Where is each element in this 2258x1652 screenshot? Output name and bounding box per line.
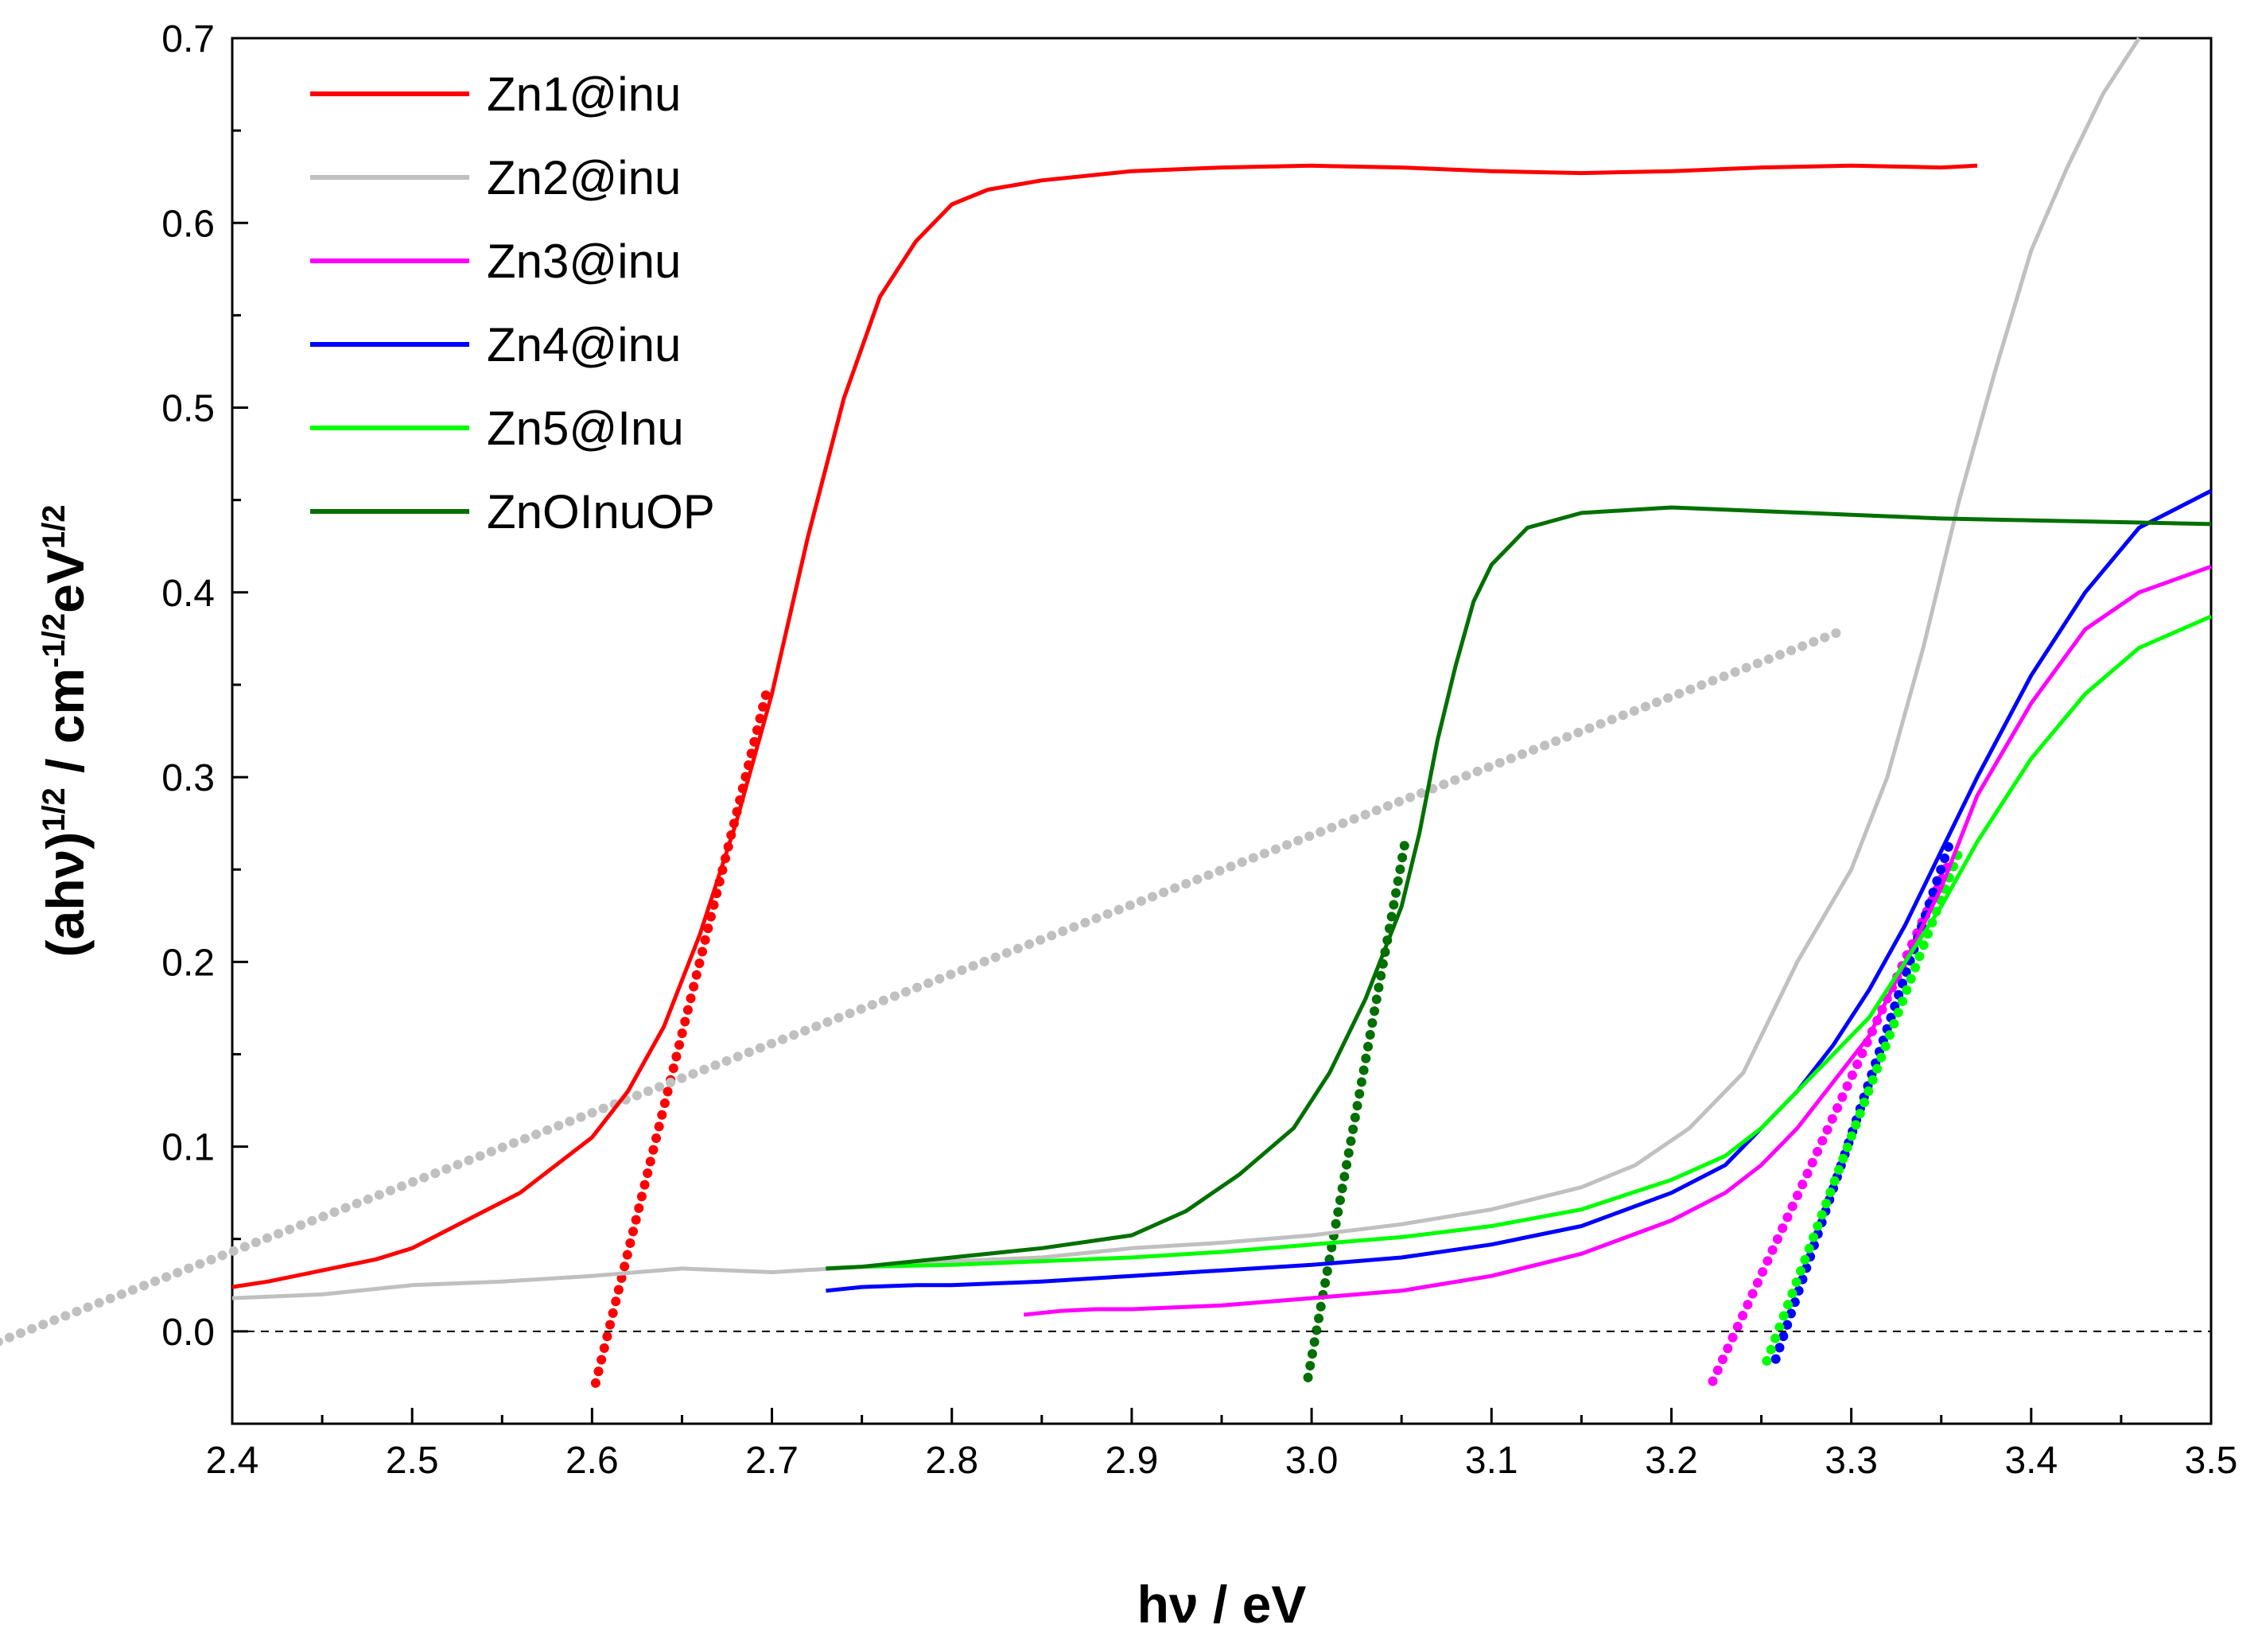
- plot-area: [0, 37, 2213, 1425]
- fit-line: [1762, 845, 1965, 1366]
- y-tick-label: 0.5: [161, 388, 215, 430]
- series-line: [826, 505, 2212, 1271]
- x-tick-label: 3.5: [2185, 1440, 2238, 1482]
- series-line: [826, 488, 2213, 1293]
- y-tick-label: 0.1: [161, 1127, 215, 1169]
- y-axis-title: (ahν)1/2 / cm-1/2eV1/2: [36, 505, 95, 958]
- x-tick-label: 2.4: [206, 1440, 259, 1482]
- y-tick-label: 0.6: [161, 203, 215, 245]
- y-axis-title-exp2: -1/2: [37, 613, 72, 668]
- x-tick-label: 2.6: [565, 1440, 619, 1482]
- series-line: [231, 37, 2141, 1300]
- series-line: [231, 163, 1978, 1289]
- x-tick-label: 2.8: [925, 1440, 978, 1482]
- legend-label: Zn2@inu: [487, 151, 681, 204]
- y-tick-label: 0.7: [161, 18, 215, 60]
- legend-label: ZnOInuOP: [487, 485, 715, 538]
- legend-label: Zn4@inu: [487, 318, 681, 371]
- x-tick-label: 3.3: [1825, 1440, 1878, 1482]
- y-tick-label: 0.2: [161, 942, 215, 984]
- fit-line: [1303, 837, 1410, 1382]
- x-tick-label: 3.2: [1645, 1440, 1698, 1482]
- legend: Zn1@inu Zn2@inu Zn3@inu Zn4@inu Zn5@Inu ZnOIn…: [310, 68, 715, 538]
- series-lines: [231, 37, 2213, 1317]
- y-axis-title-exp1: 1/2: [37, 787, 72, 832]
- x-tick-label: 3.0: [1285, 1440, 1339, 1482]
- x-tick-label: 2.9: [1106, 1440, 1159, 1482]
- series-line: [1023, 564, 2212, 1317]
- y-axis-title-base: (ahν): [36, 832, 95, 958]
- x-axis-title: hν / eV: [1137, 1575, 1307, 1634]
- fit-line: [0, 624, 1851, 1347]
- y-axis-title-mid: / cm: [36, 668, 95, 787]
- y-axis-title-exp3: 1/2: [37, 505, 72, 550]
- y-axis-title-mid2: eV: [36, 549, 95, 613]
- x-tick-label: 3.1: [1465, 1440, 1518, 1482]
- legend-label: Zn5@Inu: [487, 402, 684, 455]
- x-axis: 2.4 2.5 2.6 2.7 2.8 2.9 3.0 3.1 3.2 3.3 3.4 3.5: [206, 1408, 2238, 1482]
- x-tick-label: 2.7: [745, 1440, 799, 1482]
- y-tick-label: 0.4: [161, 573, 215, 615]
- x-tick-label: 2.5: [386, 1440, 439, 1482]
- y-tick-label: 0.0: [161, 1312, 215, 1354]
- legend-label: Zn3@inu: [487, 235, 681, 288]
- y-tick-label: 0.3: [161, 757, 215, 799]
- fit-lines: [0, 624, 1965, 1388]
- fit-line: [590, 679, 774, 1388]
- series-line: [826, 614, 2213, 1271]
- y-axis: 0.0 0.1 0.2 0.3 0.4 0.5 0.6 0.7: [161, 18, 248, 1425]
- legend-label: Zn1@inu: [487, 68, 681, 121]
- x-tick-label: 3.4: [2004, 1440, 2058, 1482]
